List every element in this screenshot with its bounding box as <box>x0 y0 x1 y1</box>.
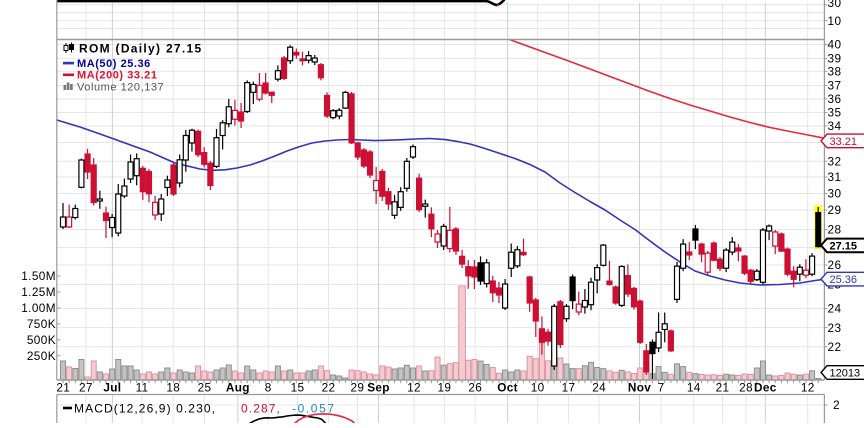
svg-text:10: 10 <box>531 380 545 394</box>
svg-text:12: 12 <box>407 380 421 394</box>
svg-text:24: 24 <box>592 380 606 394</box>
svg-text:28: 28 <box>739 380 753 394</box>
svg-text:39: 39 <box>828 52 842 66</box>
svg-text:23: 23 <box>828 321 842 335</box>
svg-text:37: 37 <box>828 79 842 93</box>
svg-text:29: 29 <box>828 203 842 217</box>
svg-text:29: 29 <box>351 380 365 394</box>
svg-text:18: 18 <box>166 380 180 394</box>
svg-text:Jul: Jul <box>103 380 121 394</box>
svg-text:17: 17 <box>562 380 576 394</box>
svg-text:1.25M: 1.25M <box>21 285 56 299</box>
svg-text:ROM (Daily) 27.15: ROM (Daily) 27.15 <box>79 41 202 55</box>
svg-text:32: 32 <box>828 154 842 168</box>
svg-text:11: 11 <box>136 380 149 394</box>
svg-text:28: 28 <box>828 223 842 237</box>
svg-text:1.00M: 1.00M <box>21 301 56 315</box>
svg-text:Nov: Nov <box>628 380 651 394</box>
svg-text:-0.057: -0.057 <box>292 401 336 415</box>
svg-text:MA(50) 25.36: MA(50) 25.36 <box>77 58 151 70</box>
svg-text:27: 27 <box>79 380 93 394</box>
svg-text:Sep: Sep <box>367 380 390 394</box>
svg-text:Volume 120,137: Volume 120,137 <box>77 81 164 93</box>
svg-text:2: 2 <box>833 398 840 412</box>
svg-text:40: 40 <box>828 38 842 52</box>
svg-text:12: 12 <box>801 380 815 394</box>
svg-text:35: 35 <box>828 106 842 120</box>
svg-text:1.50M: 1.50M <box>21 269 56 283</box>
svg-text:250K: 250K <box>27 349 56 363</box>
svg-text:34: 34 <box>828 119 842 133</box>
svg-text:19: 19 <box>438 380 452 394</box>
svg-text:14: 14 <box>687 380 701 394</box>
svg-text:22: 22 <box>322 380 336 394</box>
svg-text:21: 21 <box>56 380 70 394</box>
svg-text:Oct: Oct <box>497 380 518 394</box>
svg-text:12013: 12013 <box>830 368 861 380</box>
svg-text:MACD(12,26,9) 0.230,: MACD(12,26,9) 0.230, <box>74 401 216 415</box>
svg-text:33.21: 33.21 <box>830 136 858 148</box>
svg-text:36: 36 <box>828 92 842 106</box>
svg-text:26: 26 <box>828 258 842 272</box>
svg-text:25.36: 25.36 <box>830 274 858 286</box>
svg-text:38: 38 <box>828 65 842 79</box>
svg-text:500K: 500K <box>27 333 56 347</box>
svg-text:0.287,: 0.287, <box>241 401 281 415</box>
svg-text:MA(200) 33.21: MA(200) 33.21 <box>77 70 158 82</box>
svg-text:26: 26 <box>468 380 482 394</box>
svg-text:750K: 750K <box>27 317 56 331</box>
svg-text:30: 30 <box>828 187 842 201</box>
svg-text:30: 30 <box>828 0 842 10</box>
svg-text:27.15: 27.15 <box>830 240 858 252</box>
svg-text:21: 21 <box>716 380 730 394</box>
svg-text:Dec: Dec <box>754 380 777 394</box>
svg-text:24: 24 <box>828 302 842 316</box>
svg-text:7: 7 <box>658 380 665 394</box>
svg-text:10: 10 <box>828 14 842 28</box>
svg-text:8: 8 <box>265 380 272 394</box>
svg-text:31: 31 <box>828 170 842 184</box>
svg-text:Aug: Aug <box>226 380 250 394</box>
svg-text:25: 25 <box>198 380 212 394</box>
svg-text:15: 15 <box>291 380 305 394</box>
svg-text:22: 22 <box>828 340 842 354</box>
